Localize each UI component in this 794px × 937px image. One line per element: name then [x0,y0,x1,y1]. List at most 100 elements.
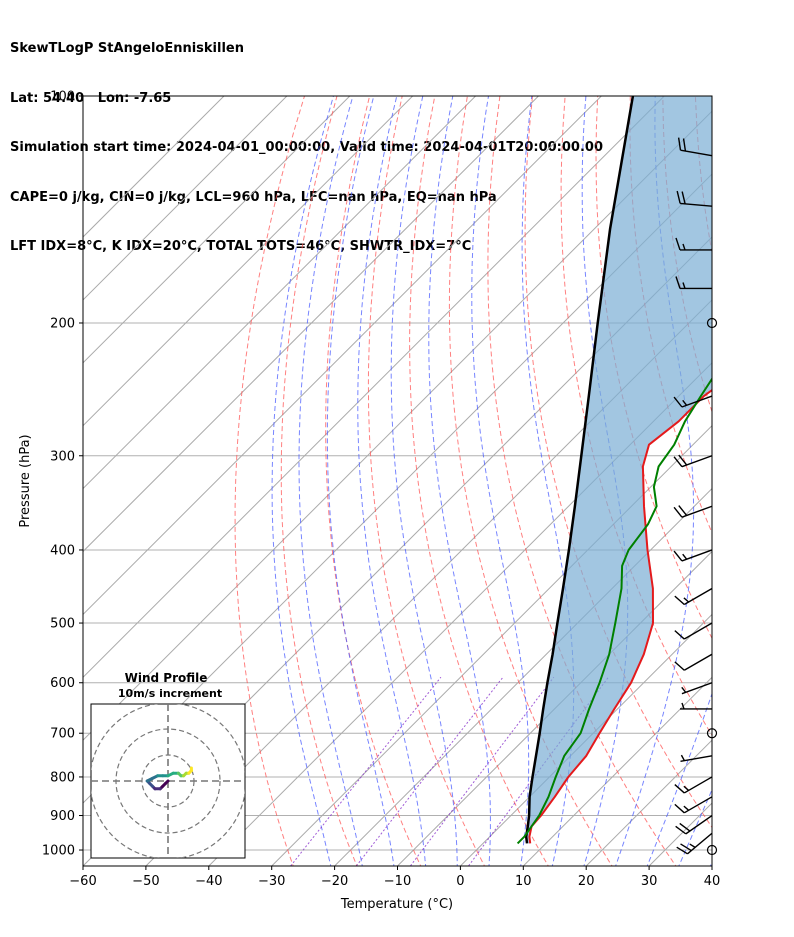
hodograph-subtitle: 10m/s increment [118,687,222,700]
mixing-ratio-line [289,676,442,866]
dry-adiabat [280,96,358,866]
x-tick-label: 10 [515,874,532,889]
location-line: Lat: 54.40 Lon: -7.65 [10,90,172,106]
calm-wind-circle [706,317,718,329]
y-tick-label: 800 [50,770,75,785]
y-tick-label: 900 [50,809,75,824]
moist-adiabat [709,861,712,866]
isotherm [83,96,666,679]
wind-barb [674,622,713,640]
isotherm [83,96,603,616]
isotherm [83,96,288,301]
wind-barb [673,395,713,408]
isotherm [83,96,414,427]
y-tick-label: 500 [50,617,75,632]
moist-adiabat [428,96,491,866]
x-tick-label: 30 [641,874,658,889]
y-tick-label: 600 [50,676,75,691]
isotherm [396,550,712,866]
isotherm [83,96,540,553]
hodograph-plot [91,704,245,858]
wind-barb [674,796,713,814]
moist-adiabat [740,79,794,869]
calm-wind-circle [706,844,718,856]
indices-line-2: LFT IDX=8°C, K IDX=20°C, TOTAL TOTS=46°C… [10,239,472,254]
y-axis-label: Pressure (hPa) [18,434,33,527]
mixing-ratio-line [467,676,609,866]
wind-barb [674,587,713,606]
wind-barb [676,190,713,207]
y-tick-label: 1000 [42,844,75,859]
chart-title: SkewTLogP StAngeloEnniskillen [10,41,244,56]
x-tick-label: 0 [456,874,464,889]
wind-barb [673,505,713,518]
chart-header: SkewTLogP StAngeloEnniskillen Lat: 54.40… [10,8,603,272]
dewpoint-line [516,377,712,845]
time-line: Simulation start time: 2024-04-01_00:00:… [10,140,603,155]
isotherm [83,96,477,490]
x-axis-label: Temperature (°C) [340,897,453,912]
moist-adiabat [271,96,335,866]
calm-wind-circle [706,728,718,739]
wind-barb [674,776,713,794]
isotherm [711,865,712,866]
axes-layer: −60 −50 −40 −30 −20 −10 0 10 20 30 40 1000 900 800 700… [42,90,720,890]
mixing-ratio-line [409,676,555,866]
dry-adiabat [728,96,794,869]
x-tick-label: −50 [132,874,159,889]
dry-adiabat [662,96,712,414]
cin-shading [526,96,712,844]
wind-barb [681,682,713,695]
x-tick-label: −40 [195,874,222,889]
wind-barb [673,454,713,468]
dry-adiabat [761,96,794,869]
wind-barb [675,237,712,251]
wind-barbs [673,137,718,856]
x-tick-label: −30 [258,874,285,889]
isotherm [270,424,712,866]
isotherm [333,487,712,866]
hodograph: Wind Profile 10m/s increment [90,671,246,859]
moist-adiabat [646,692,712,866]
wind-barb [680,754,713,763]
x-tick-label: −60 [69,874,96,889]
dry-adiabat [234,96,305,866]
isotherm [83,96,351,364]
data-layer [516,96,712,845]
parcel-profile-line [524,96,635,844]
x-tick-label: −20 [321,874,348,889]
hodograph-title: Wind Profile [125,671,208,685]
dry-adiabat [367,96,486,866]
y-tick-label: 700 [50,727,75,742]
dry-adiabat [448,96,613,866]
dry-adiabat [409,96,549,866]
x-tick-label: −10 [384,874,411,889]
isotherm [772,79,794,869]
wind-barb [675,814,713,835]
dry-adiabat [325,96,422,866]
y-tick-label: 100 [50,90,75,105]
wind-barb [676,832,713,855]
isotherm [145,299,712,866]
y-tick-label: 200 [50,316,75,331]
wind-barb [677,137,713,157]
moist-adiabat [678,788,712,866]
dry-adiabat [560,96,712,737]
x-tick-label: 40 [704,874,721,889]
temperature-line [528,388,712,844]
isotherm [522,676,712,866]
moist-adiabat [298,96,363,866]
moist-adiabat [390,96,458,866]
x-tick-label: 20 [578,874,595,889]
dry-adiabat [524,96,712,829]
y-tick-label: 400 [50,543,75,558]
moist-adiabat [357,96,427,866]
wind-barb [674,653,713,671]
wind-barb [673,549,713,562]
isotherm [83,96,225,238]
wind-barb [680,702,712,710]
y-tick-label: 300 [50,449,75,464]
wind-barb [675,276,712,290]
indices-line-1: CAPE=0 j/kg, CIN=0 j/kg, LCL=960 hPa, LF… [10,189,497,205]
